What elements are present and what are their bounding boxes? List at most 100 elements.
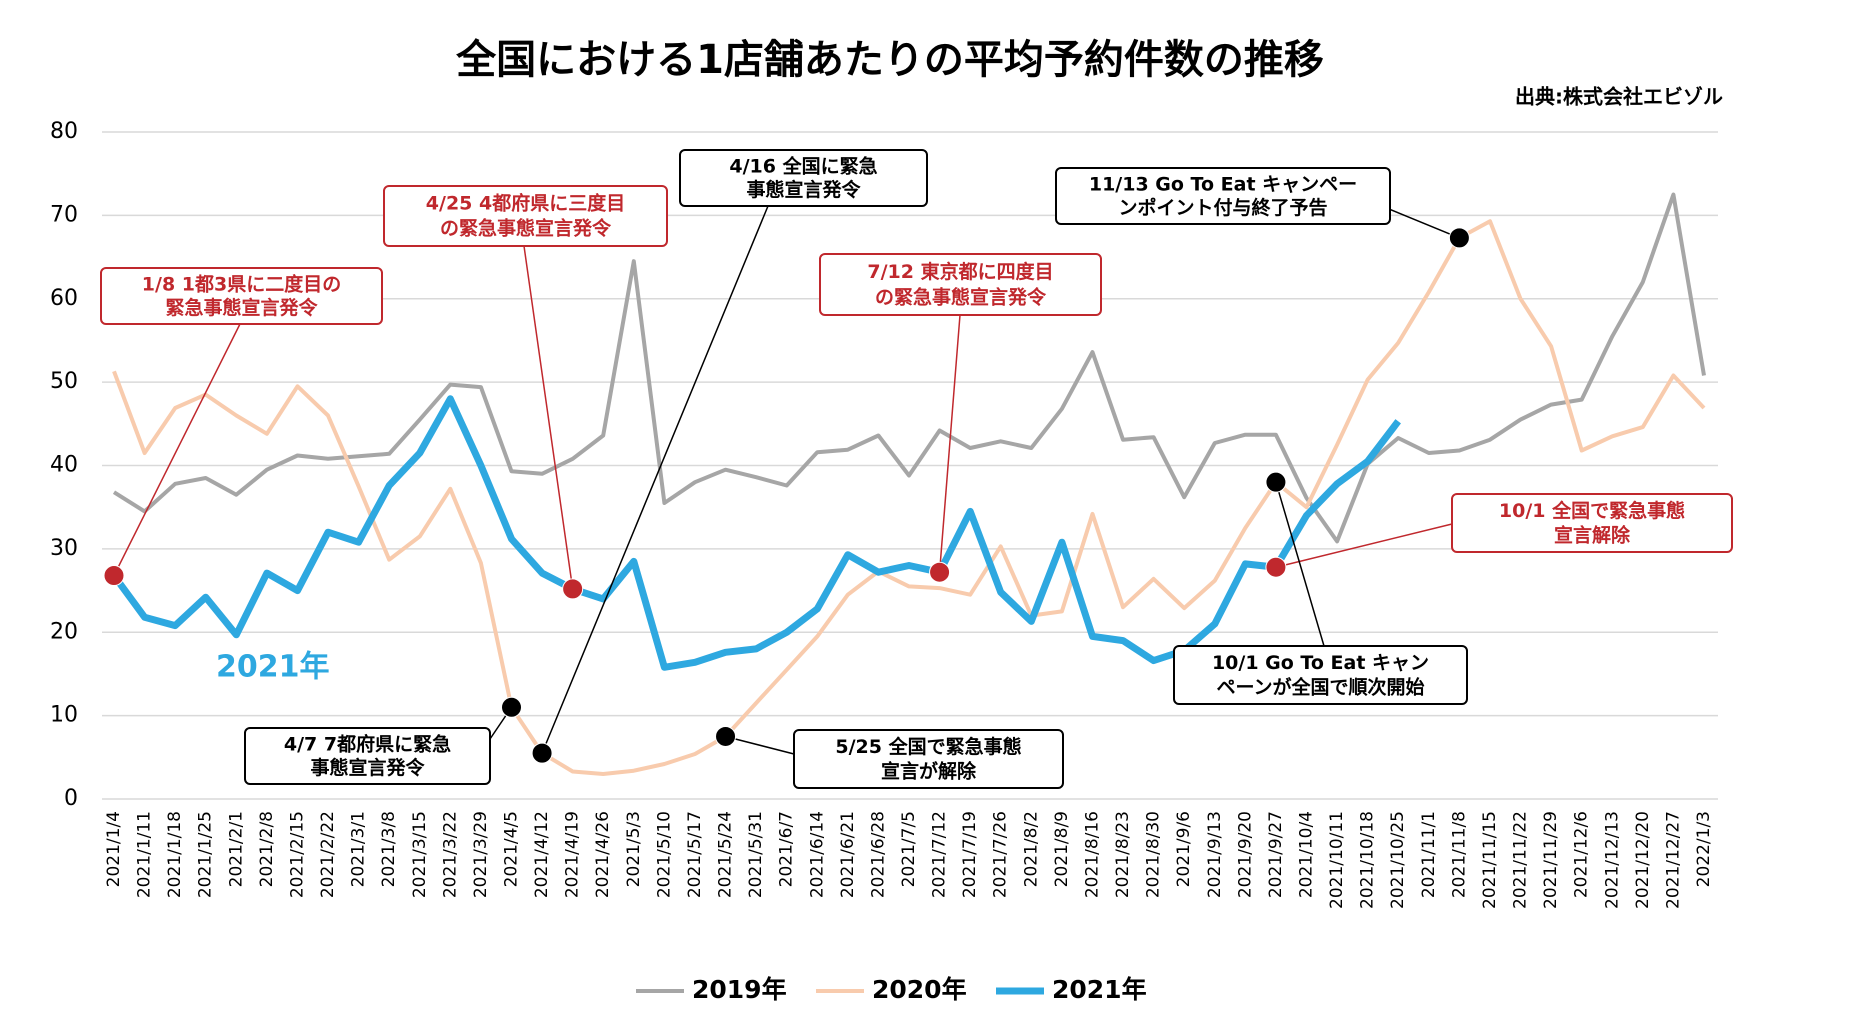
annotation-box: [819, 253, 1102, 316]
chart-title: 全国における1店舗あたりの平均予約件数の推移: [455, 37, 1324, 83]
x-tick-label: 2021/1/18: [165, 811, 185, 898]
y-tick-label: 50: [50, 369, 78, 394]
x-tick-label: 2021/1/25: [196, 811, 216, 898]
x-tick-label: 2021/8/2: [1021, 811, 1041, 887]
legend-label: 2021年: [1052, 975, 1147, 1004]
annotation-box: [679, 149, 928, 207]
x-tick-label: 2021/2/15: [287, 811, 307, 898]
y-tick-label: 0: [64, 786, 78, 811]
x-tick-label: 2021/9/13: [1205, 811, 1225, 898]
annotation-text: 10/1 全国で緊急事態: [1499, 499, 1685, 522]
annotation-dot: [1265, 556, 1287, 578]
annotation-box: [793, 729, 1064, 789]
annotation-text: 1/8 1都3県に二度目の: [142, 272, 341, 295]
annotation-text: 宣言解除: [1554, 523, 1631, 546]
x-tick-label: 2021/6/28: [868, 811, 888, 898]
x-tick-label: 2021/3/8: [379, 811, 399, 887]
annotation-box: [1173, 645, 1468, 705]
leader-line: [1275, 481, 1325, 647]
y-tick-label: 80: [50, 119, 78, 144]
x-tick-label: 2021/12/20: [1633, 811, 1653, 909]
x-tick-label: 2021/6/7: [777, 811, 797, 887]
x-tick-label: 2021/2/1: [226, 811, 246, 887]
x-tick-label: 2021/4/26: [593, 811, 613, 898]
x-tick-label: 2021/11/1: [1419, 811, 1439, 898]
x-tick-label: 2021/5/3: [624, 811, 644, 887]
x-tick-label: 2021/8/23: [1113, 811, 1133, 898]
annotation-dot: [501, 696, 522, 718]
y-tick-label: 40: [50, 453, 78, 478]
y-tick-label: 10: [50, 703, 78, 728]
leader-line: [725, 735, 795, 755]
x-tick-label: 2021/11/29: [1541, 811, 1561, 909]
series-line: [112, 192, 1706, 544]
x-tick-label: 2021/9/27: [1266, 811, 1286, 898]
annotation-text: 5/25 全国で緊急事態: [835, 735, 1021, 758]
x-tick-label: 2021/10/11: [1327, 811, 1347, 909]
y-tick-label: 20: [50, 619, 78, 644]
x-tick-label: 2021/2/22: [318, 811, 338, 898]
x-tick-label: 2021/6/14: [807, 811, 827, 898]
x-tick-label: 2021/12/6: [1572, 811, 1592, 898]
x-tick-label: 2021/10/25: [1388, 811, 1408, 909]
leader-line: [1275, 523, 1453, 568]
x-tick-label: 2021/9/20: [1235, 811, 1255, 898]
annotation-text: ンポイント付与終了予告: [1118, 196, 1327, 219]
x-tick-label: 2021/5/10: [654, 811, 674, 898]
x-tick-label: 2021/2/8: [257, 811, 277, 887]
annotation-text: 11/13 Go To Eat キャンペー: [1089, 173, 1357, 195]
x-tick-label: 2021/5/17: [685, 811, 705, 898]
leader-line: [113, 323, 241, 576]
annotation-text: 事態宣言発令: [310, 756, 425, 779]
annotation-text: 4/16 全国に緊急: [729, 154, 877, 177]
leader-line: [938, 314, 961, 573]
x-tick-label: 2021/7/12: [930, 811, 950, 898]
annotation-box: [244, 727, 491, 785]
x-tick-label: 2021/1/11: [135, 811, 155, 898]
annotation-text: 4/25 4都府県に三度目: [426, 192, 625, 215]
x-tick-label: 2021/8/9: [1052, 811, 1072, 887]
annotation-dot: [103, 565, 125, 587]
leader-line: [541, 205, 769, 754]
annotation-text: 10/1 Go To Eat キャン: [1212, 652, 1429, 674]
annotation-text: 4/7 7都府県に緊急: [284, 732, 451, 755]
x-tick-label: 2021/12/27: [1663, 811, 1683, 909]
x-tick-label: 2021/7/5: [899, 811, 919, 887]
x-tick-label: 2021/4/19: [563, 811, 583, 898]
annotation-dot: [531, 742, 553, 764]
x-tick-label: 2021/3/1: [349, 811, 369, 887]
x-tick-label: 2021/3/15: [410, 811, 430, 898]
x-tick-label: 2021/11/15: [1480, 811, 1500, 909]
annotation-text: 事態宣言発令: [746, 178, 861, 201]
annotation-dot: [715, 725, 737, 747]
x-tick-label: 2021/5/24: [716, 811, 736, 898]
x-tick-label: 2021/3/29: [471, 811, 491, 898]
x-tick-label: 2021/5/31: [746, 811, 766, 898]
x-tick-label: 2022/1/3: [1694, 811, 1714, 887]
x-tick-label: 2021/11/22: [1511, 811, 1531, 909]
annotation-dot: [929, 561, 951, 583]
annotation-box: [383, 185, 668, 247]
x-tick-label: 2021/8/16: [1082, 811, 1102, 898]
x-tick-label: 2021/11/8: [1449, 811, 1469, 898]
leader-line: [523, 245, 574, 590]
annotation-text: ペーンが全国で順次開始: [1216, 675, 1424, 698]
x-tick-label: 2021/7/19: [960, 811, 980, 898]
y-tick-label: 30: [50, 536, 78, 561]
x-tick-label: 2021/9/6: [1174, 811, 1194, 887]
annotation-dot: [1265, 471, 1287, 493]
x-tick-label: 2021/8/30: [1144, 811, 1164, 898]
annotation-dot: [562, 578, 584, 600]
y-tick-label: 60: [50, 286, 78, 311]
legend-label: 2020年: [872, 975, 967, 1004]
y-tick-label: 70: [50, 202, 78, 227]
series-label: 2021年: [216, 650, 330, 685]
x-tick-label: 2021/10/18: [1358, 811, 1378, 909]
x-tick-label: 2021/1/4: [104, 811, 124, 887]
annotation-box: [1055, 167, 1391, 225]
series-line: [112, 219, 1706, 776]
annotation-box: [100, 267, 383, 325]
x-tick-label: 2021/10/4: [1297, 811, 1317, 898]
annotation-text: 緊急事態宣言発令: [165, 296, 318, 319]
